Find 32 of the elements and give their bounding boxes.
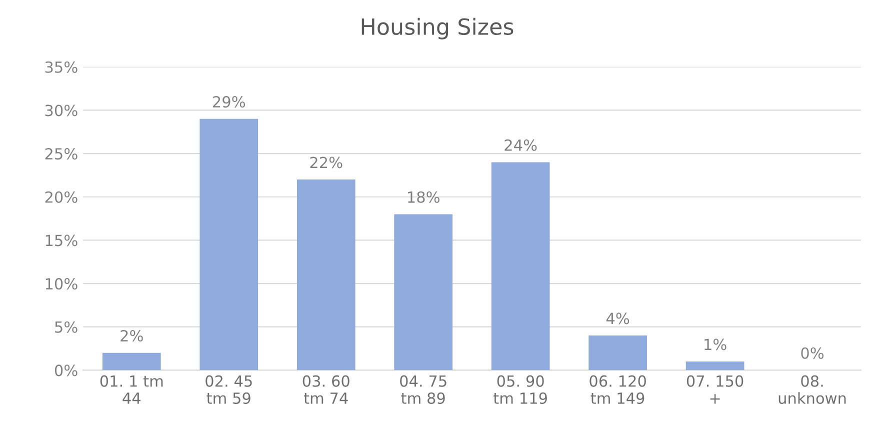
x-tick-label: 06. 120 tm 149 [590,375,646,404]
y-tick-label: 0% [54,364,78,376]
chart-title: Housing Sizes [362,18,514,40]
bar [296,180,356,370]
x-tick-label: 05. 90 tm 119 [494,375,547,404]
data-label: 18% [408,191,440,203]
data-label: 29% [213,96,246,108]
bar [491,162,550,370]
y-tick-label: 10% [46,278,78,290]
data-label: 2% [120,330,143,342]
bar [686,362,744,370]
bar [200,118,258,370]
bar [588,336,647,370]
x-tick-label: 02. 45 tm 59 [206,375,252,404]
y-tick-label: 30% [45,104,78,116]
data-label: 1% [704,338,726,350]
y-tick-label: 5% [55,321,78,333]
x-tick-label: 03. 60 tm 74 [302,375,350,404]
data-label: 0% [801,347,824,359]
y-tick-label: 25% [45,148,78,160]
data-label: 22% [310,156,342,168]
x-tick-label: 04. 75 tm 89 [400,375,446,404]
bar [102,352,161,370]
y-tick-label: 15% [46,234,78,246]
x-tick-label: 08. unknown [778,375,846,404]
data-label: 24% [504,139,537,151]
data-label: 4% [606,312,630,324]
y-tick-label: 20% [45,191,78,203]
y-tick-label: 35% [45,61,78,73]
x-tick-label: 07. 150 + [686,375,744,404]
bar [394,214,453,370]
x-tick-label: 01. 1 tm 44 [100,375,163,404]
